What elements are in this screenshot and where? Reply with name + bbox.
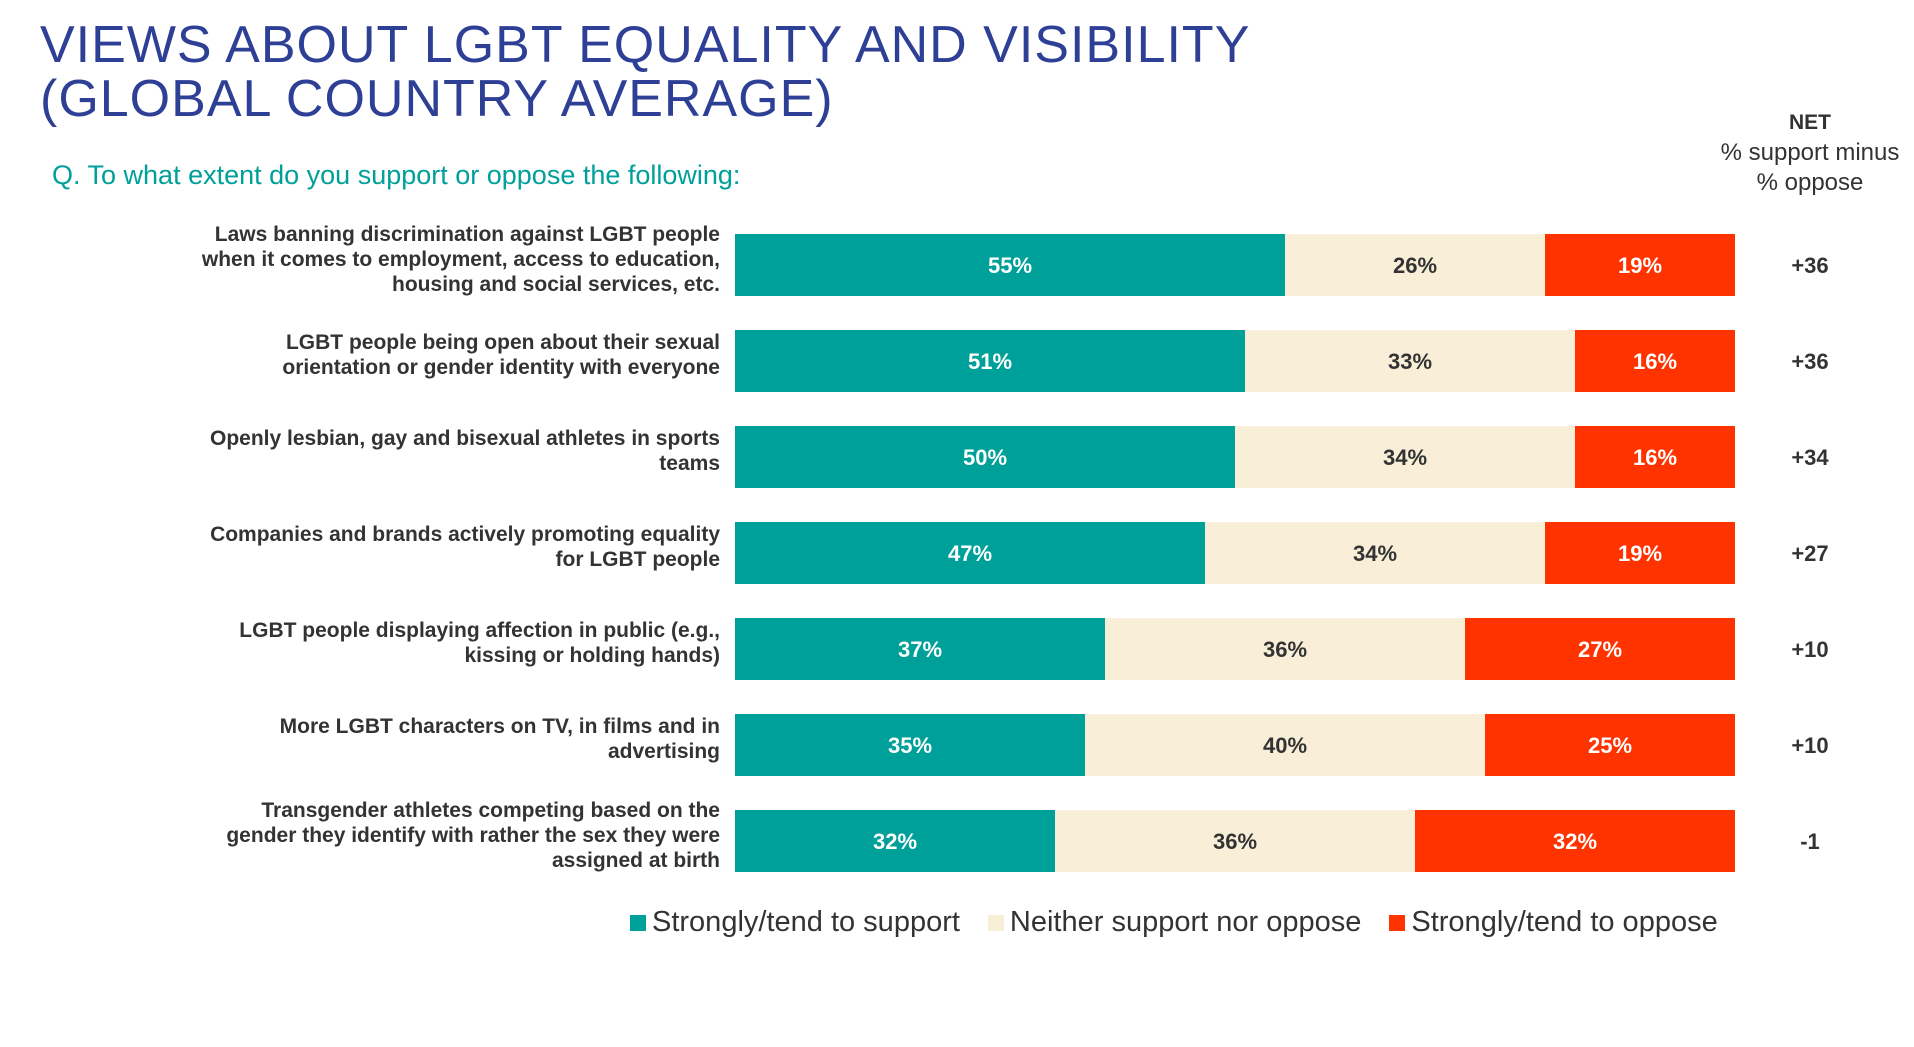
net-header-line-1: % support minus — [1720, 139, 1900, 166]
row-label-1-line-3: housing and social services, etc. — [392, 272, 720, 296]
data-label-neither-6: 40% — [1263, 733, 1307, 758]
bar-neither-1 — [1285, 234, 1545, 296]
row-label-3-line-2: teams — [659, 452, 720, 475]
bar-oppose-7 — [1415, 810, 1735, 872]
legend-item-neither: Neither support nor oppose — [987, 906, 1362, 939]
net-value-1: +36 — [1791, 253, 1829, 278]
bar-oppose-4 — [1545, 522, 1735, 584]
data-label-neither-7: 36% — [1213, 829, 1257, 854]
row-label-4-line-1: Companies and brands actively promoting … — [210, 523, 720, 546]
bar-support-4 — [735, 522, 1205, 584]
row-label-7-line-1: Transgender athletes competing based on … — [261, 798, 720, 822]
legend-label-oppose: Strongly/tend to oppose — [1411, 906, 1718, 938]
data-label-neither-4: 34% — [1353, 541, 1397, 566]
row-label-7: Transgender athletes competing based on … — [150, 798, 720, 873]
data-label-oppose-5: 27% — [1578, 637, 1622, 662]
bar-neither-2 — [1245, 330, 1575, 392]
chart-title: VIEWS ABOUT LGBT EQUALITY AND VISIBILITY… — [40, 18, 1440, 126]
net-header-line-2: % oppose — [1756, 169, 1864, 196]
legend-label-neither: Neither support nor oppose — [1009, 906, 1362, 938]
chart-legend: Strongly/tend to support Neither support… — [630, 906, 1746, 939]
net-value-7: -1 — [1800, 829, 1820, 854]
net-value-4: +27 — [1791, 541, 1829, 566]
bar-neither-5 — [1105, 618, 1465, 680]
net-header-title: NET — [1789, 111, 1831, 134]
row-label-7-line-3: assigned at birth — [551, 848, 720, 872]
bar-support-5 — [735, 618, 1105, 680]
row-label-4-line-2: for LGBT people — [555, 548, 721, 571]
data-label-support-4: 47% — [948, 541, 992, 566]
row-label-5-line-1: LGBT people displaying affection in publ… — [239, 619, 720, 642]
data-label-oppose-3: 16% — [1633, 445, 1677, 470]
bar-oppose-2 — [1575, 330, 1735, 392]
data-label-oppose-1: 19% — [1618, 253, 1662, 278]
row-label-3: Openly lesbian, gay and bisexual athlete… — [150, 426, 720, 476]
data-label-neither-2: 33% — [1388, 349, 1432, 374]
row-label-4: Companies and brands actively promoting … — [150, 522, 720, 572]
data-label-support-5: 37% — [898, 637, 942, 662]
net-header: NET % support minus % oppose — [1700, 108, 1914, 198]
bar-support-7 — [735, 810, 1055, 872]
row-label-6-line-2: advertising — [607, 740, 720, 763]
data-label-neither-5: 36% — [1263, 637, 1307, 662]
row-label-5-line-2: kissing or holding hands) — [464, 644, 720, 667]
data-label-support-2: 51% — [968, 349, 1012, 374]
data-label-oppose-4: 19% — [1618, 541, 1662, 566]
legend-label-support: Strongly/tend to support — [652, 906, 960, 938]
bar-neither-4 — [1205, 522, 1545, 584]
bar-oppose-6 — [1485, 714, 1735, 776]
row-label-5: LGBT people displaying affection in publ… — [150, 618, 720, 668]
data-label-support-7: 32% — [873, 829, 917, 854]
legend-swatch-neither — [987, 914, 1004, 931]
bar-support-6 — [735, 714, 1085, 776]
row-label-2-line-2: orientation or gender identity with ever… — [282, 356, 720, 379]
row-label-2: LGBT people being open about their sexua… — [150, 330, 720, 380]
row-label-1-line-2: when it comes to employment, access to e… — [201, 247, 720, 271]
bar-neither-6 — [1085, 714, 1485, 776]
legend-swatch-oppose — [1389, 914, 1406, 931]
chart-title-line-2: (GLOBAL COUNTRY AVERAGE) — [40, 70, 834, 128]
net-value-5: +10 — [1791, 637, 1829, 662]
data-label-neither-1: 26% — [1393, 253, 1437, 278]
data-label-support-3: 50% — [963, 445, 1007, 470]
row-label-3-line-1: Openly lesbian, gay and bisexual athlete… — [210, 427, 720, 450]
row-label-2-line-1: LGBT people being open about their sexua… — [285, 331, 720, 354]
row-label-1: Laws banning discrimination against LGBT… — [150, 222, 720, 297]
bar-oppose-3 — [1575, 426, 1735, 488]
bar-oppose-1 — [1545, 234, 1735, 296]
net-value-6: +10 — [1791, 733, 1829, 758]
net-value-2: +36 — [1791, 349, 1829, 374]
data-label-oppose-7: 32% — [1553, 829, 1597, 854]
legend-item-oppose: Strongly/tend to oppose — [1389, 906, 1718, 939]
chart-title-line-1: VIEWS ABOUT LGBT EQUALITY AND VISIBILITY — [40, 16, 1251, 74]
bar-support-3 — [735, 426, 1235, 488]
bar-support-2 — [735, 330, 1245, 392]
data-label-neither-3: 34% — [1383, 445, 1427, 470]
row-label-6-line-1: More LGBT characters on TV, in films and… — [279, 715, 720, 738]
question-text: Q. To what extent do you support or oppo… — [52, 160, 741, 190]
data-label-oppose-2: 16% — [1633, 349, 1677, 374]
bar-oppose-5 — [1465, 618, 1735, 680]
legend-swatch-support — [630, 914, 646, 931]
row-label-7-line-2: gender they identify with rather the sex… — [226, 823, 720, 847]
data-label-oppose-6: 25% — [1588, 733, 1632, 758]
net-value-3: +34 — [1791, 445, 1829, 470]
bar-neither-3 — [1235, 426, 1575, 488]
data-label-support-6: 35% — [888, 733, 932, 758]
data-label-support-1: 55% — [988, 253, 1032, 278]
legend-item-support: Strongly/tend to support — [630, 906, 960, 939]
bar-support-1 — [735, 234, 1285, 296]
row-label-1-line-1: Laws banning discrimination against LGBT… — [214, 222, 720, 246]
bar-neither-7 — [1055, 810, 1415, 872]
row-label-6: More LGBT characters on TV, in films and… — [150, 714, 720, 764]
